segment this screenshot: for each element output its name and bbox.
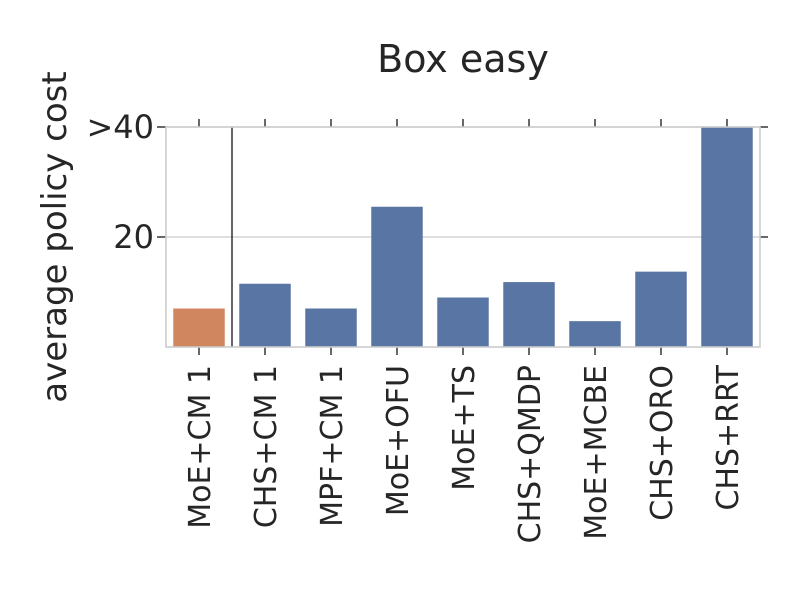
grid-layer: [166, 126, 760, 238]
y-tick-label: 20: [113, 218, 154, 256]
x-tick-label: MoE+TS: [447, 365, 482, 491]
x-tick-label: MoE+CM 1: [183, 365, 218, 529]
x-tick-label: MPF+CM 1: [315, 365, 350, 527]
y-tick-labels: 20 >40: [86, 108, 154, 256]
x-tick-label: CHS+QMDP: [513, 365, 548, 543]
bar: [569, 321, 621, 347]
x-tick-label: MoE+MCBE: [579, 365, 614, 540]
bar: [503, 282, 555, 347]
bar: [635, 271, 687, 347]
bar: [371, 206, 423, 347]
bar: [305, 308, 357, 347]
y-tick-label: >40: [86, 108, 154, 146]
chart-title: Box easy: [377, 37, 549, 81]
x-tick-labels: MoE+CM 1 CHS+CM 1 MPF+CM 1 MoE+OFU MoE+TS CHS…: [183, 364, 746, 543]
plot-frame: [165, 126, 761, 348]
y-axis-label: average policy cost: [35, 71, 75, 402]
bar: [239, 283, 291, 347]
ticks-layer: [157, 119, 768, 355]
bars-layer: [173, 127, 753, 347]
x-tick-label: CHS+ORO: [645, 365, 680, 521]
bar: [701, 127, 753, 347]
x-tick-label: CHS+RRT: [711, 364, 746, 510]
bar: [173, 308, 225, 347]
x-tick-label: MoE+OFU: [381, 365, 416, 516]
x-tick-label: CHS+CM 1: [249, 365, 284, 528]
bar: [437, 297, 489, 347]
